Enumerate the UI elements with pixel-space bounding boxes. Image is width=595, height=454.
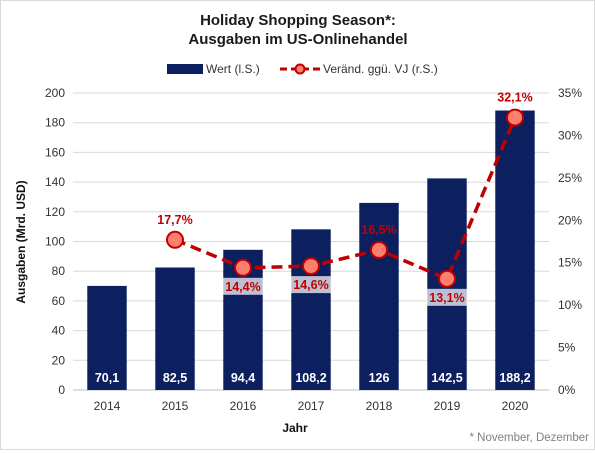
legend-label-line: Veränd. ggü. VJ (r.S.) (323, 62, 438, 76)
y-tick-label: 80 (52, 264, 66, 278)
legend-marker-swatch (294, 63, 306, 75)
y-tick-label: 0 (58, 383, 65, 397)
bar-value-label: 126 (369, 371, 390, 385)
line-value-label: 17,7% (157, 213, 192, 227)
y2-tick-label: 0% (558, 383, 576, 397)
bar (155, 267, 195, 390)
x-tick-label: 2020 (502, 399, 529, 413)
line-point (234, 258, 252, 277)
bar-value-label: 82,5 (163, 371, 187, 385)
y2-tick-label: 25% (558, 171, 582, 185)
line-point (370, 240, 388, 259)
bar-value-label: 108,2 (295, 371, 326, 385)
y-tick-label: 200 (45, 86, 65, 100)
line-value-label: 14,4% (225, 280, 260, 294)
series-line (174, 116, 517, 281)
line-point (506, 108, 524, 127)
footnote: * November, Dezember (469, 432, 589, 444)
y-tick-label: 100 (45, 235, 65, 249)
x-tick-label: 2017 (298, 399, 325, 413)
y2-tick-label: 10% (558, 298, 582, 312)
x-axis-ticks: 2014 2015 2016 2017 2018 2019 2020 (94, 399, 529, 413)
label-background (290, 276, 332, 294)
label-background (222, 277, 264, 295)
line-value-label: 13,1% (429, 291, 464, 305)
left-axis-ticks: 0 20 40 60 80 100 120 140 160 180 200 (45, 86, 65, 397)
x-axis-title: Jahr (282, 421, 308, 435)
bar-value-label: 70,1 (95, 371, 119, 385)
line-point (438, 269, 456, 288)
bar (87, 285, 127, 390)
line-value-label: 16,5% (361, 223, 396, 237)
bar (495, 110, 535, 390)
line-point (302, 257, 320, 276)
legend-bar-swatch (167, 64, 203, 74)
y2-tick-label: 15% (558, 256, 582, 270)
y-tick-label: 160 (45, 145, 65, 159)
bar (359, 202, 399, 390)
y2-tick-label: 35% (558, 86, 582, 100)
right-axis-ticks: 0% 5% 10% 15% 20% 25% 30% 35% (558, 86, 582, 397)
y-tick-label: 60 (52, 294, 66, 308)
bar-series: 70,1 82,5 94,4 108,2 126 142,5 188,2 (87, 110, 535, 390)
bar-value-label: 188,2 (499, 371, 530, 385)
label-background (426, 288, 468, 306)
y-tick-label: 180 (45, 116, 65, 130)
line-point (166, 230, 184, 249)
y2-tick-label: 5% (558, 341, 576, 355)
x-tick-label: 2015 (162, 399, 189, 413)
y-tick-label: 40 (52, 324, 66, 338)
chart-title: Holiday Shopping Season*: (200, 12, 396, 29)
x-tick-label: 2019 (434, 399, 461, 413)
line-series: 17,7% 14,4% 14,6% 16,5% 13,1% 32,1% (157, 91, 533, 306)
x-tick-label: 2018 (366, 399, 393, 413)
line-value-label: 14,6% (293, 278, 328, 292)
bar-value-label: 142,5 (431, 371, 462, 385)
chart-subtitle: Ausgaben im US-Onlinehandel (188, 31, 407, 48)
legend-label-bars: Wert (l.S.) (206, 62, 260, 76)
y-tick-label: 140 (45, 175, 65, 189)
bar-value-label: 94,4 (231, 371, 255, 385)
x-tick-label: 2014 (94, 399, 121, 413)
y2-tick-label: 30% (558, 128, 582, 142)
bar (291, 229, 331, 390)
y-axis-title: Ausgaben (Mrd. USD) (14, 180, 28, 303)
y-tick-label: 20 (52, 353, 66, 367)
line-value-label: 32,1% (497, 91, 532, 105)
y2-tick-label: 20% (558, 213, 582, 227)
x-tick-label: 2016 (230, 399, 257, 413)
legend: Wert (l.S.) Veränd. ggü. VJ (r.S.) (167, 62, 438, 76)
y-tick-label: 120 (45, 205, 65, 219)
